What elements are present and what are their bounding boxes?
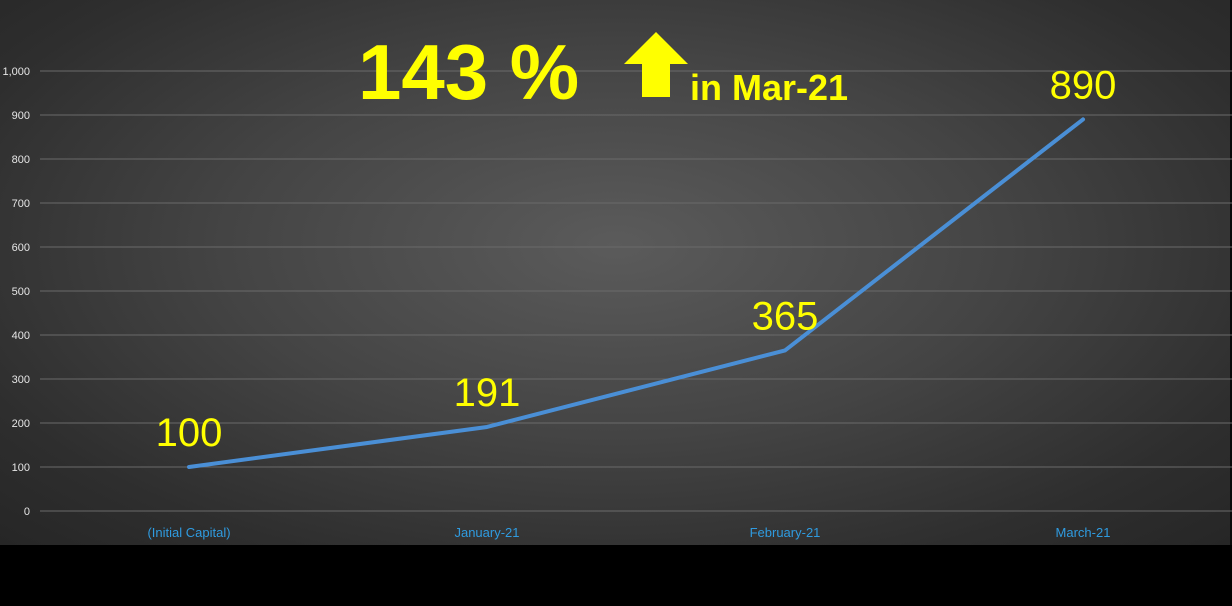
data-label: 365 bbox=[752, 294, 819, 338]
chart-area bbox=[0, 0, 1232, 545]
data-label: 191 bbox=[454, 371, 521, 415]
y-tick-label: 700 bbox=[12, 198, 30, 210]
y-tick-label: 100 bbox=[12, 462, 30, 474]
headline-suffix: in Mar-21 bbox=[690, 67, 848, 108]
series bbox=[187, 117, 1085, 469]
headline: 143 % in Mar-21 bbox=[358, 28, 848, 116]
series-line bbox=[187, 117, 1085, 469]
data-label: 890 bbox=[1050, 63, 1117, 107]
data-labels: 100 191 365 890 bbox=[156, 63, 1117, 455]
y-tick-label: 900 bbox=[12, 110, 30, 122]
gridlines bbox=[40, 70, 1232, 512]
bottom-band bbox=[0, 545, 1232, 606]
y-tick-label: 0 bbox=[24, 506, 30, 518]
y-tick-label: 600 bbox=[12, 242, 30, 254]
x-category-label: February-21 bbox=[750, 525, 821, 540]
data-label: 100 bbox=[156, 411, 223, 455]
y-tick-label: 500 bbox=[12, 286, 30, 298]
y-tick-label: 200 bbox=[12, 418, 30, 430]
headline-percent: 143 % bbox=[358, 28, 579, 116]
y-tick-label: 800 bbox=[12, 154, 30, 166]
y-tick-label: 300 bbox=[12, 374, 30, 386]
x-axis-categories: (Initial Capital) January-21 February-21 Ma… bbox=[147, 525, 1110, 540]
x-category-label: January-21 bbox=[454, 525, 519, 540]
y-tick-label: 1,000 bbox=[2, 66, 30, 78]
x-category-label: March-21 bbox=[1056, 525, 1111, 540]
arrow-up-icon bbox=[624, 32, 688, 97]
x-category-label: (Initial Capital) bbox=[147, 525, 230, 540]
line-chart: 0 100 200 300 400 500 600 700 800 900 1,000 (Initi… bbox=[2, 28, 1232, 540]
y-axis-ticks: 0 100 200 300 400 500 600 700 800 900 1,000 bbox=[2, 66, 30, 518]
y-tick-label: 400 bbox=[12, 330, 30, 342]
